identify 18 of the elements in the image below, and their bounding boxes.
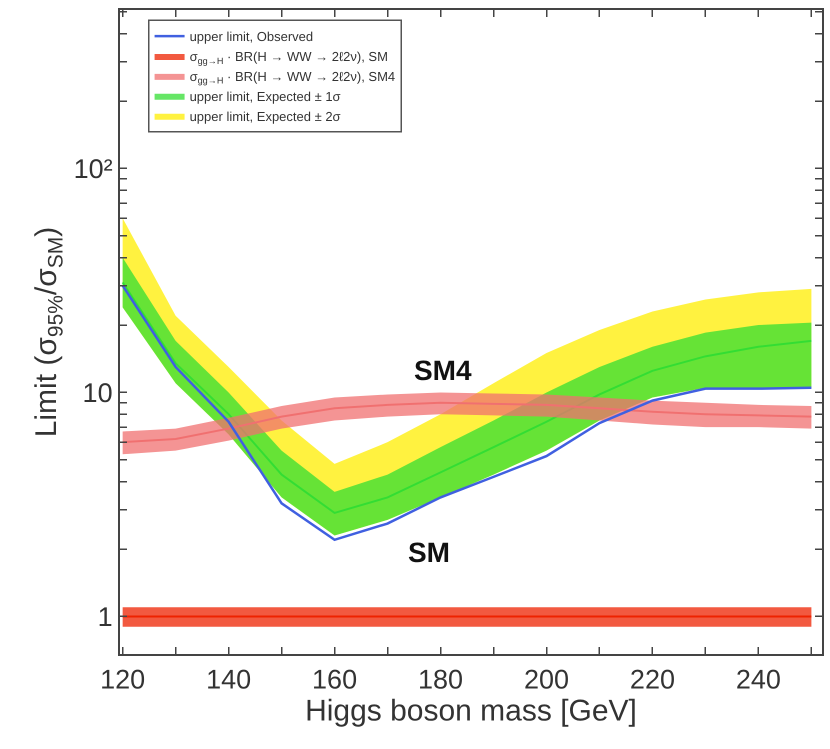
legend-label: upper limit, Expected ± 2σ bbox=[190, 108, 341, 124]
y-tick-label: 10² bbox=[74, 154, 113, 184]
legend-label: upper limit, Expected ± 1σ bbox=[190, 88, 341, 104]
x-tick-label: 160 bbox=[312, 664, 358, 694]
x-tick-label: 140 bbox=[206, 664, 252, 694]
x-tick-label: 200 bbox=[524, 664, 570, 694]
x-tick-label: 120 bbox=[100, 664, 146, 694]
legend-label: σ$_{gg→H}$ · BR(H → WW → 2ℓ2ν), SM bbox=[190, 49, 388, 66]
x-tick-label: 220 bbox=[630, 664, 675, 694]
y-tick-label: 1 bbox=[98, 602, 113, 632]
x-tick-label: 180 bbox=[418, 664, 464, 694]
x-tick-label: 240 bbox=[736, 664, 781, 694]
legend-label: upper limit, Observed bbox=[190, 29, 314, 44]
legend-label: σ$_{gg→H}$ · BR(H → WW → 2ℓ2ν), SM4 bbox=[190, 68, 396, 86]
annotation: SM4 bbox=[414, 355, 472, 386]
x-axis-title: Higgs boson mass [GeV] bbox=[305, 694, 637, 728]
annotation: SM bbox=[408, 537, 450, 568]
y-tick-label: 10 bbox=[82, 378, 113, 408]
